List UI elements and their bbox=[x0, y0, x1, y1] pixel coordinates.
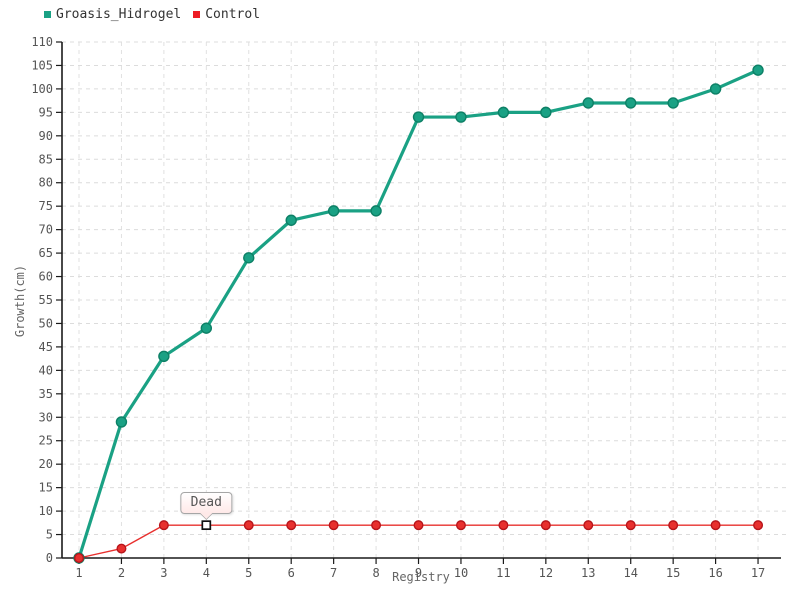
x-tick-label: 16 bbox=[708, 566, 722, 580]
x-tick-label: 12 bbox=[539, 566, 553, 580]
y-tick-label: 80 bbox=[39, 176, 53, 190]
data-point-marker[interactable] bbox=[753, 520, 764, 531]
x-tick-label: 8 bbox=[372, 566, 379, 580]
x-tick-label: 2 bbox=[118, 566, 125, 580]
data-point-marker[interactable] bbox=[73, 553, 84, 564]
data-point-marker[interactable] bbox=[158, 350, 170, 362]
data-point-marker[interactable] bbox=[371, 520, 382, 531]
data-point-marker[interactable] bbox=[158, 520, 169, 531]
data-point-marker[interactable] bbox=[752, 64, 764, 76]
data-point-marker[interactable] bbox=[327, 205, 340, 217]
x-tick-label: 13 bbox=[581, 566, 595, 580]
x-tick-label: 11 bbox=[496, 566, 510, 580]
data-point-marker[interactable] bbox=[200, 322, 213, 334]
y-tick-label: 75 bbox=[39, 199, 53, 213]
y-tick-label: 25 bbox=[39, 434, 53, 448]
x-tick-label: 15 bbox=[666, 566, 680, 580]
y-tick-label: 45 bbox=[39, 340, 53, 354]
legend: Groasis_Hidrogel Control bbox=[44, 7, 260, 22]
x-tick-label: 7 bbox=[330, 566, 337, 580]
data-point-marker[interactable] bbox=[243, 520, 254, 531]
y-tick-label: 0 bbox=[46, 551, 53, 565]
data-point-marker[interactable] bbox=[582, 97, 594, 109]
y-tick-label: 105 bbox=[31, 58, 53, 72]
data-point-marker[interactable] bbox=[540, 106, 552, 119]
data-point-marker[interactable] bbox=[625, 97, 637, 109]
x-tick-label: 9 bbox=[415, 566, 422, 580]
data-point-marker[interactable] bbox=[243, 252, 255, 264]
y-tick-label: 70 bbox=[39, 223, 53, 237]
x-axis-title: Registry bbox=[392, 570, 450, 584]
y-tick-label: 100 bbox=[31, 82, 53, 96]
y-tick-label: 35 bbox=[39, 387, 53, 401]
data-point-marker[interactable] bbox=[455, 520, 466, 531]
data-point-marker[interactable] bbox=[710, 520, 721, 531]
x-tick-label: 5 bbox=[245, 566, 252, 580]
data-point-marker[interactable] bbox=[667, 97, 679, 109]
data-point-marker[interactable] bbox=[115, 416, 128, 428]
data-point-marker[interactable] bbox=[498, 520, 509, 531]
data-point-marker[interactable] bbox=[285, 214, 297, 226]
legend-item-groasis-hidrogel: Groasis_Hidrogel bbox=[44, 7, 181, 22]
legend-item-control: Control bbox=[193, 7, 260, 22]
x-tick-label: 1 bbox=[75, 566, 82, 580]
data-point-marker[interactable] bbox=[497, 106, 510, 119]
y-tick-label: 50 bbox=[39, 316, 53, 330]
x-tick-label: 14 bbox=[623, 566, 637, 580]
x-tick-label: 10 bbox=[454, 566, 468, 580]
y-tick-label: 95 bbox=[39, 105, 53, 119]
y-tick-label: 10 bbox=[39, 504, 53, 518]
x-tick-label: 3 bbox=[160, 566, 167, 580]
y-tick-label: 90 bbox=[39, 129, 53, 143]
legend-swatch-control-icon bbox=[193, 11, 201, 18]
x-tick-label: 6 bbox=[288, 566, 295, 580]
data-point-marker[interactable] bbox=[625, 520, 636, 531]
tooltip-text: Dead bbox=[190, 495, 222, 511]
x-tick-label: 17 bbox=[751, 566, 765, 580]
y-tick-label: 60 bbox=[39, 270, 53, 284]
data-point-marker[interactable] bbox=[668, 520, 679, 531]
y-tick-label: 20 bbox=[39, 457, 53, 471]
y-tick-label: 15 bbox=[39, 481, 53, 495]
y-tick-label: 110 bbox=[31, 35, 53, 49]
data-point-marker[interactable] bbox=[583, 520, 594, 531]
y-tick-label: 40 bbox=[39, 363, 53, 377]
x-tick-label: 4 bbox=[203, 566, 210, 580]
data-point-marker[interactable] bbox=[540, 520, 551, 531]
tooltip: Dead bbox=[180, 492, 232, 515]
y-tick-label: 30 bbox=[39, 410, 53, 424]
y-tick-label: 85 bbox=[39, 152, 53, 166]
y-tick-label: 65 bbox=[39, 246, 53, 260]
legend-label-control: Control bbox=[205, 7, 261, 22]
data-point-marker[interactable] bbox=[455, 111, 467, 123]
y-tick-label: 5 bbox=[46, 528, 53, 542]
legend-label-groasis: Groasis_Hidrogel bbox=[56, 7, 182, 22]
data-point-marker[interactable] bbox=[412, 111, 425, 123]
data-point-marker[interactable] bbox=[286, 520, 297, 531]
data-point-marker[interactable] bbox=[370, 205, 382, 217]
legend-swatch-groasis-icon bbox=[44, 11, 51, 18]
data-point-marker[interactable] bbox=[328, 520, 339, 531]
data-point-marker[interactable] bbox=[413, 520, 424, 531]
y-tick-label: 55 bbox=[39, 293, 53, 307]
data-point-marker[interactable] bbox=[709, 83, 722, 95]
data-point-marker[interactable] bbox=[116, 543, 127, 554]
